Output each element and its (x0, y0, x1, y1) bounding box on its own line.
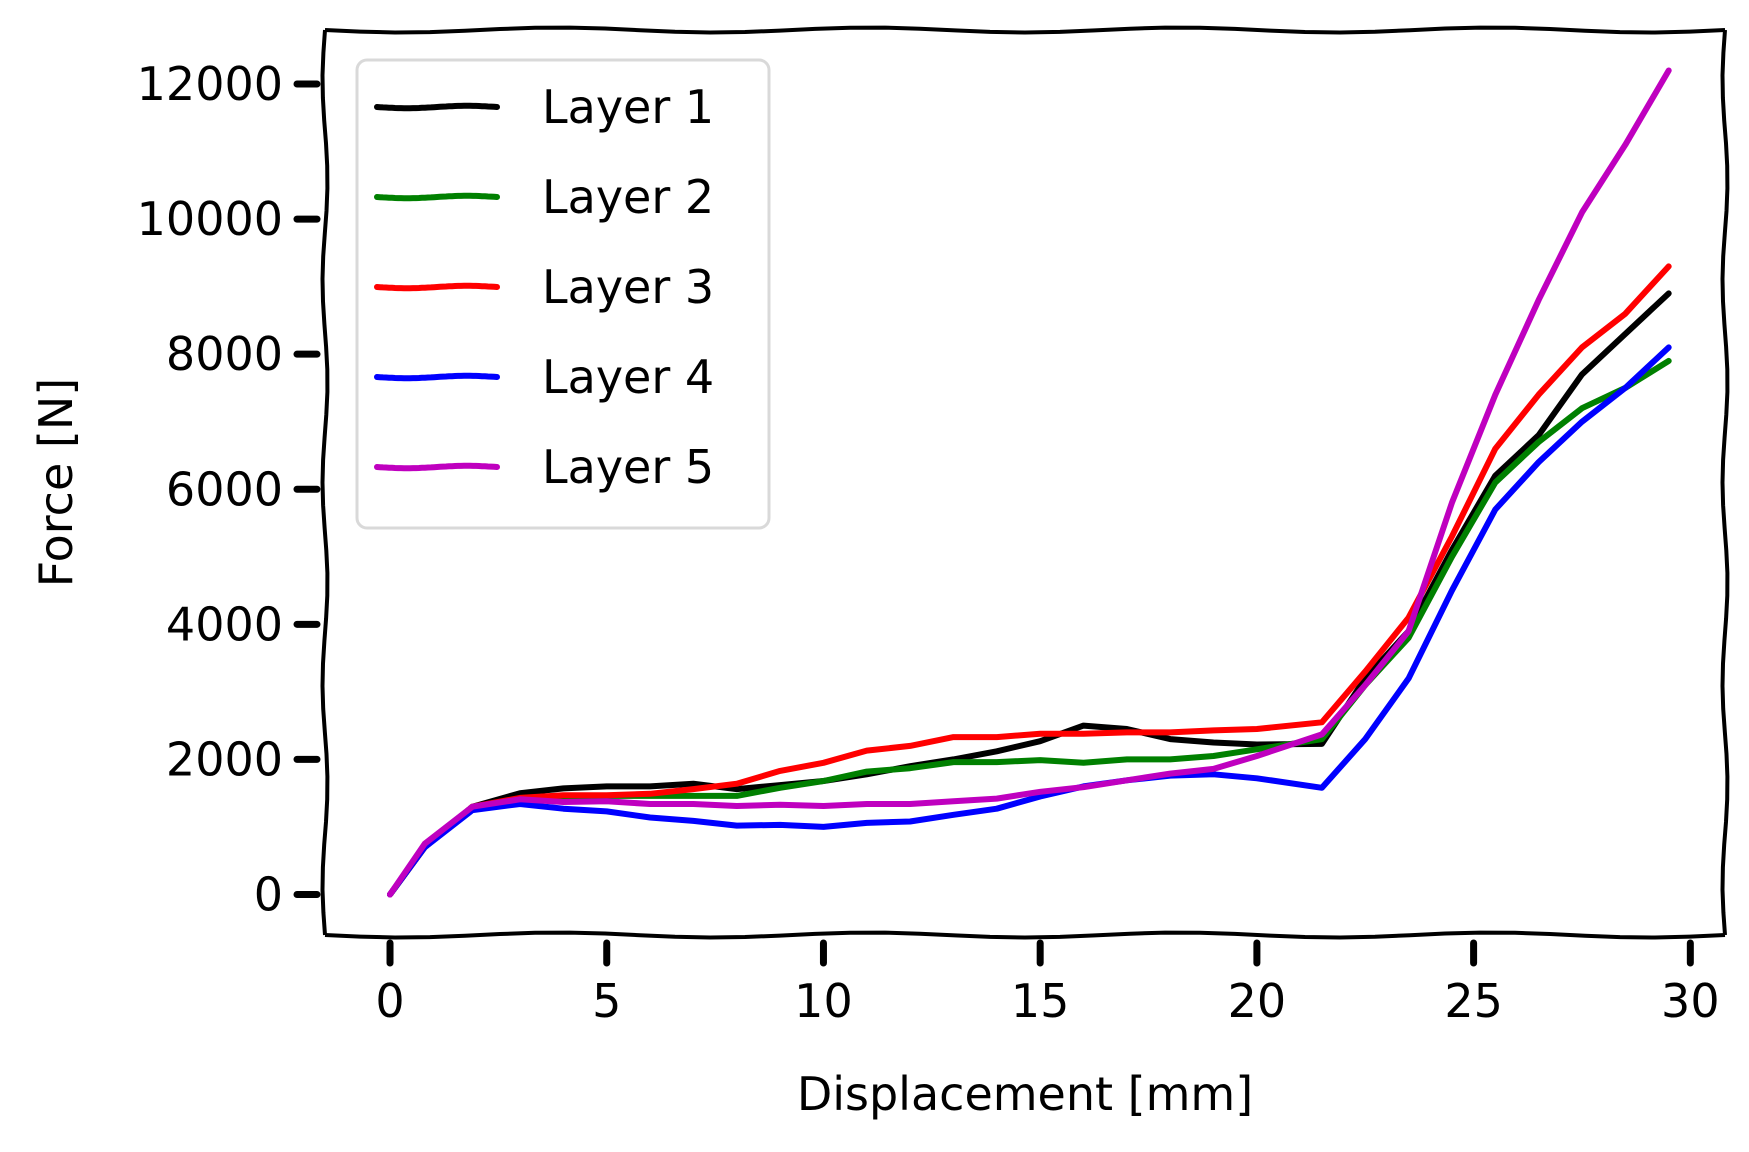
spine-top (324, 25, 1726, 35)
legend-label-layer-2: Layer 2 (542, 170, 714, 224)
spine-bottom (324, 930, 1726, 940)
y-tick-label: 4000 (166, 597, 283, 651)
series-line-layer-3 (387, 263, 1672, 898)
y-tick-label: 0 (254, 867, 283, 921)
y-axis: 0 2000 4000 6000 8000 10000 12000 (137, 57, 321, 921)
legend-swatch-layer-2 (374, 192, 500, 202)
legend-box (355, 58, 771, 530)
spine-left (320, 29, 330, 936)
x-tick-label: 15 (1011, 974, 1070, 1028)
x-tick-label: 25 (1444, 974, 1503, 1028)
x-tick-label: 30 (1661, 974, 1720, 1028)
spine-right (1720, 29, 1730, 936)
legend-label-layer-5: Layer 5 (542, 440, 714, 494)
y-tick-label: 6000 (166, 462, 283, 516)
y-axis-label: Force [N] (29, 378, 83, 587)
legend: Layer 1 Layer 2 Layer 3 Layer 4 Layer 5 (355, 58, 771, 530)
legend-label-layer-4: Layer 4 (542, 350, 714, 404)
x-axis: 0 5 10 15 20 25 30 (375, 939, 1720, 1028)
legend-swatch-layer-4 (374, 372, 500, 382)
x-tick-label: 10 (794, 974, 853, 1028)
x-axis-label: Displacement [mm] (797, 1067, 1253, 1121)
legend-swatch-layer-3 (374, 282, 500, 292)
legend-swatch-layer-1 (374, 102, 500, 112)
axes-frame (320, 25, 1730, 940)
x-tick-label: 0 (375, 974, 404, 1028)
y-tick-label: 12000 (137, 57, 283, 111)
series-line-layer-4 (387, 344, 1672, 898)
y-tick-label: 2000 (166, 732, 283, 786)
legend-swatch-layer-5 (374, 462, 500, 472)
legend-label-layer-3: Layer 3 (542, 260, 714, 314)
series-layer (387, 67, 1672, 898)
x-tick-label: 20 (1228, 974, 1287, 1028)
series-line-layer-1 (387, 290, 1672, 898)
x-tick-label: 5 (592, 974, 621, 1028)
y-tick-label: 8000 (166, 327, 283, 381)
y-tick-label: 10000 (137, 192, 283, 246)
legend-label-layer-1: Layer 1 (542, 80, 714, 134)
series-line-layer-5 (387, 67, 1672, 898)
